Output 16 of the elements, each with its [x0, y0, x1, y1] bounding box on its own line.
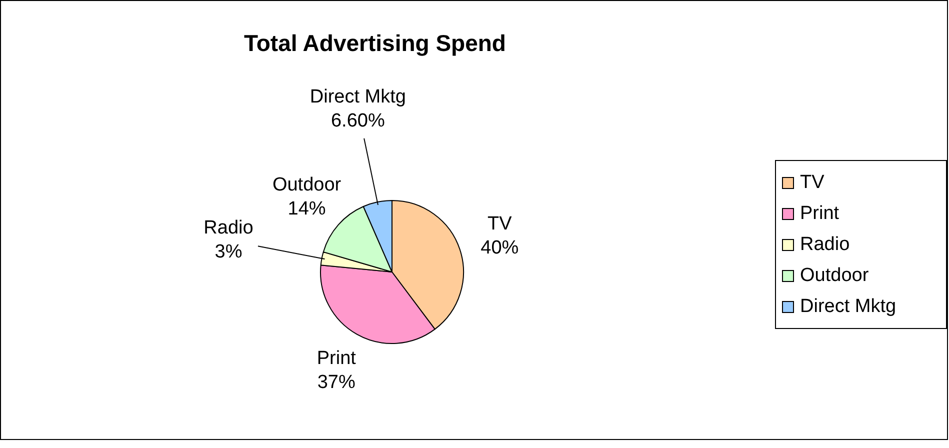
data-label: 6.60% — [330, 110, 385, 132]
data-label: 40% — [480, 237, 519, 258]
legend-label: TV — [800, 172, 824, 194]
chart-title: Total Advertising Spend — [243, 30, 507, 57]
slice-label: Direct Mktg — [310, 86, 406, 108]
slice-label: TV — [488, 213, 512, 234]
legend-label: Radio — [800, 234, 850, 256]
slice-label: Outdoor — [272, 174, 342, 196]
data-label: 3% — [214, 242, 242, 263]
legend-label: Direct Mktg — [800, 296, 896, 318]
legend-label: Outdoor — [800, 264, 869, 286]
data-label: 37% — [317, 372, 356, 394]
slice-label: Radio — [204, 218, 254, 239]
legend-label: Print — [800, 202, 840, 224]
slice-label: Print — [316, 348, 357, 370]
data-label: 14% — [288, 198, 326, 220]
